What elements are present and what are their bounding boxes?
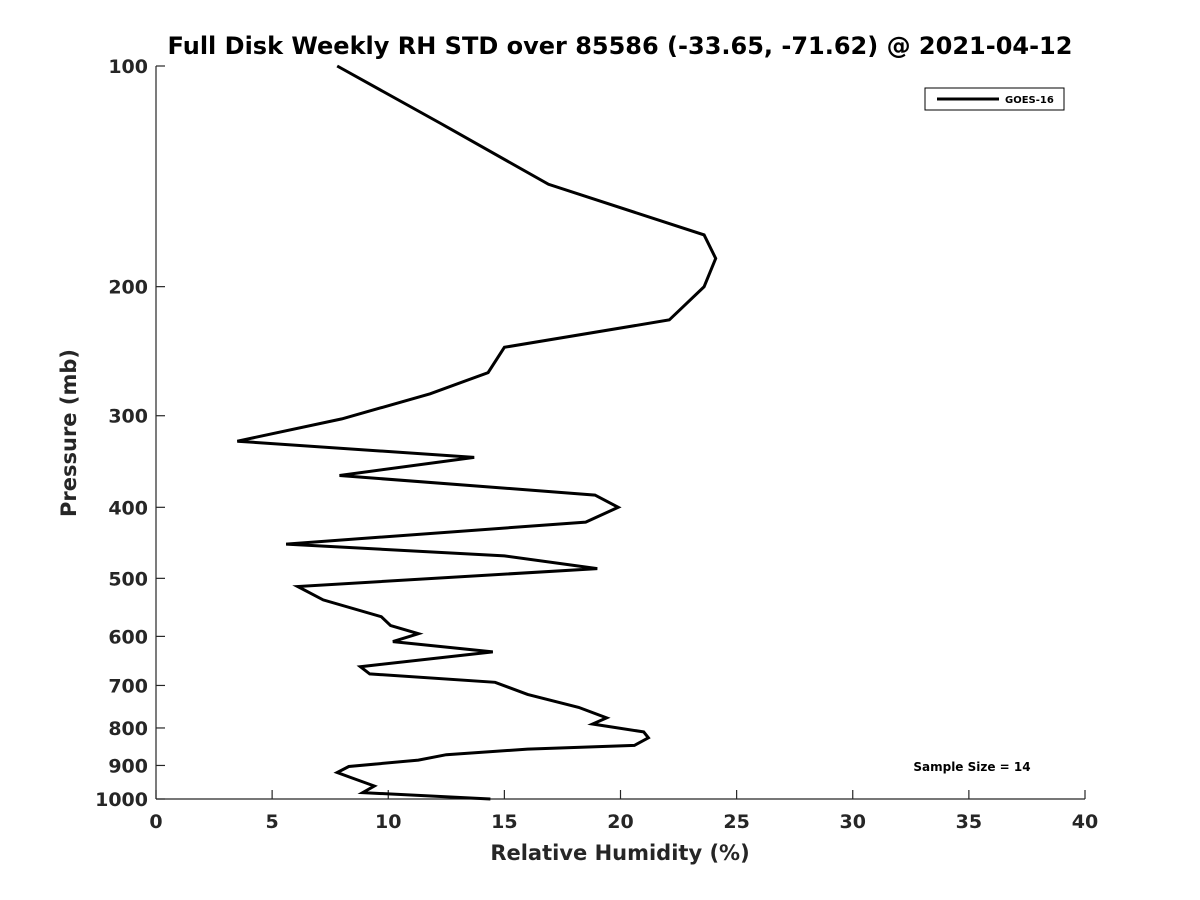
y-tick-label-3: 400 <box>108 497 148 519</box>
x-tick-labels: 0 5 10 15 20 25 30 35 40 <box>149 811 1098 833</box>
y-axis-label: Pressure (mb) <box>57 349 81 517</box>
x-tick-label-2: 10 <box>375 811 401 833</box>
x-tick-label-0: 0 <box>149 811 162 833</box>
chart-title: Full Disk Weekly RH STD over 85586 (-33.… <box>168 32 1073 60</box>
series-lines <box>236 64 718 801</box>
x-tick-label-5: 25 <box>723 811 749 833</box>
x-axis-label: Relative Humidity (%) <box>490 841 749 865</box>
y-tick-labels: 100 200 300 400 500 600 700 800 900 1000 <box>95 56 148 811</box>
x-tick-label-1: 5 <box>266 811 279 833</box>
sample-size-annotation: Sample Size = 14 <box>913 760 1030 774</box>
y-tick-label-4: 500 <box>108 568 148 590</box>
series-line-goes-16 <box>236 64 718 801</box>
legend-entry-goes-16: GOES-16 <box>1005 95 1054 106</box>
y-tick-label-7: 800 <box>108 718 148 740</box>
axes <box>155 66 1085 800</box>
legend: GOES-16 <box>924 87 1065 111</box>
x-tick-label-8: 40 <box>1072 811 1098 833</box>
x-tick-label-7: 35 <box>956 811 982 833</box>
y-tick-label-5: 600 <box>108 626 148 648</box>
x-tick-label-4: 20 <box>607 811 633 833</box>
tick-marks <box>155 65 1086 800</box>
y-tick-label-8: 900 <box>108 755 148 777</box>
y-tick-label-1: 200 <box>108 277 148 299</box>
y-tick-label-2: 300 <box>108 406 148 428</box>
y-tick-label-0: 100 <box>108 56 148 78</box>
x-tick-label-6: 30 <box>840 811 866 833</box>
y-tick-label-6: 700 <box>108 675 148 697</box>
y-tick-label-9: 1000 <box>95 789 148 811</box>
x-tick-label-3: 15 <box>491 811 517 833</box>
